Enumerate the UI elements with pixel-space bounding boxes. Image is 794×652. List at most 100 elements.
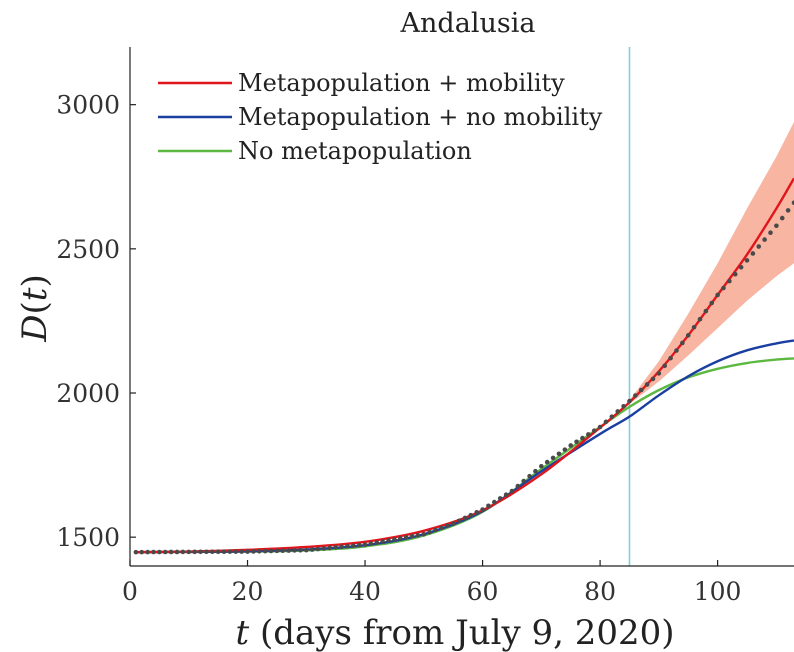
observed-point [762, 237, 767, 242]
y-axis-label-argument: t [15, 287, 55, 301]
observed-point [732, 271, 738, 277]
legend-label: No metapopulation [238, 137, 472, 165]
observed-point [362, 542, 368, 547]
observed-point [456, 518, 462, 524]
observed-point [462, 515, 468, 521]
observed-point [774, 223, 779, 229]
observed-point [262, 548, 268, 554]
observed-point [168, 549, 174, 555]
observed-point [785, 208, 791, 213]
observed-point [374, 540, 380, 545]
series-line-metapopulation-mobility [135, 177, 794, 554]
x-tick-label: 0 [122, 577, 138, 606]
observed-point [721, 285, 726, 291]
observed-point [685, 333, 691, 338]
observed-point [515, 483, 521, 489]
plot-area [133, 47, 794, 566]
observed-point [327, 545, 333, 551]
observed-point [638, 387, 644, 393]
observed-point [409, 534, 415, 539]
observed-point [233, 549, 239, 554]
observed-point [198, 549, 203, 555]
observed-point [350, 543, 356, 549]
observed-point [480, 507, 485, 512]
x-tick-label: 80 [584, 577, 616, 606]
observed-point [162, 549, 168, 555]
observed-point [251, 549, 256, 554]
observed-point [744, 258, 750, 263]
x-axis-label-variable: t [235, 613, 249, 652]
observed-point [468, 512, 474, 518]
observed-point [474, 510, 479, 515]
ticks: 0 20 40 60 80 100 1500 2000 2500 3000 [56, 91, 741, 606]
observed-point [245, 549, 250, 554]
observed-point [656, 371, 662, 376]
observed-point [433, 527, 438, 533]
observed-data [133, 200, 794, 555]
chart-title: Andalusia [400, 8, 536, 39]
observed-point [650, 376, 656, 382]
observed-point [750, 251, 756, 256]
y-axis-label: D(t) [15, 274, 55, 342]
observed-point [779, 215, 785, 221]
observed-point [509, 488, 515, 494]
observed-point [227, 549, 233, 554]
observed-point [139, 549, 145, 555]
observed-point [521, 478, 526, 484]
observed-point [339, 544, 344, 550]
observed-point [621, 403, 626, 409]
observed-point [556, 451, 562, 457]
observed-point [691, 324, 697, 330]
observed-point [427, 529, 432, 535]
observed-point [439, 525, 444, 531]
y-tick-label: 2000 [56, 379, 120, 408]
observed-point [445, 523, 450, 529]
observed-point [644, 382, 650, 387]
observed-point [186, 549, 192, 555]
legend-label: Metapopulation + mobility [238, 69, 565, 97]
y-axis-label-open-paren: ( [15, 301, 55, 314]
observed-point [309, 547, 315, 552]
observed-point [544, 459, 550, 465]
y-tick-label: 2500 [56, 235, 120, 264]
observed-point [533, 468, 538, 474]
observed-point [345, 544, 350, 549]
observed-point [591, 428, 597, 434]
legend: Metapopulation + mobility Metapopulation … [158, 69, 603, 165]
observed-point [380, 539, 385, 544]
observed-point [239, 549, 244, 554]
observed-point [580, 435, 585, 441]
observed-point [398, 536, 403, 541]
observed-point [603, 419, 609, 425]
observed-point [662, 363, 668, 369]
observed-point [597, 424, 603, 430]
y-axis-label-close-paren: ) [15, 274, 55, 287]
observed-point [497, 496, 503, 501]
observed-point [215, 549, 221, 555]
x-axis-label: t (days from July 9, 2020) [235, 613, 674, 652]
observed-point [680, 340, 685, 346]
observed-point [697, 316, 703, 322]
y-axis-label-variable: D [15, 314, 55, 342]
observed-point [668, 355, 673, 361]
observed-point [174, 549, 180, 555]
observed-point [738, 264, 744, 270]
observed-point [574, 439, 579, 445]
x-tick-label: 40 [349, 577, 381, 606]
observed-point [192, 549, 197, 555]
observed-point [756, 244, 762, 249]
observed-point [627, 398, 632, 404]
observed-point [298, 547, 303, 553]
observed-point [503, 492, 509, 498]
observed-point [586, 432, 591, 437]
observed-point [703, 308, 709, 314]
observed-point [286, 548, 291, 553]
observed-point [486, 503, 491, 509]
observed-point [280, 548, 286, 554]
observed-point [633, 393, 638, 398]
observed-point [539, 463, 544, 469]
observed-point [450, 521, 456, 526]
confidence-band [629, 121, 794, 404]
observed-point [151, 549, 156, 555]
